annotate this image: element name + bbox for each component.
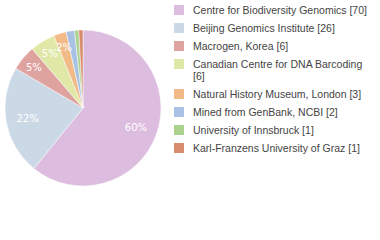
data-label: 2% bbox=[56, 42, 72, 53]
data-label: 60% bbox=[125, 122, 147, 133]
chart: 60%22%5%5%2%Centre for Biodiversity Geno… bbox=[0, 0, 380, 240]
legend-line: [6] bbox=[193, 70, 205, 82]
data-label: 5% bbox=[26, 62, 42, 73]
legend-label: Mined from GenBank, NCBI [2] bbox=[193, 106, 338, 118]
data-labels: 60%22%5%5%2% bbox=[17, 42, 147, 133]
legend-swatch bbox=[174, 125, 184, 135]
legend-line: Canadian Centre for DNA Barcoding bbox=[193, 58, 362, 70]
legend-label: Beijing Genomics Institute [26] bbox=[193, 22, 335, 34]
legend-line: Centre for Biodiversity Genomics [70] bbox=[193, 4, 367, 16]
legend-label: University of Innsbruck [1] bbox=[193, 124, 314, 136]
legend-swatch bbox=[174, 5, 184, 15]
legend-swatch bbox=[174, 41, 184, 51]
legend-line: University of Innsbruck [1] bbox=[193, 124, 314, 136]
pie bbox=[5, 30, 161, 186]
pie-slice bbox=[79, 30, 83, 108]
legend-swatch bbox=[174, 59, 184, 69]
legend-label: Karl-Franzens University of Graz [1] bbox=[193, 142, 360, 154]
legend-label: Natural History Museum, London [3] bbox=[193, 88, 361, 100]
legend-swatch bbox=[174, 23, 184, 33]
legend-line: Mined from GenBank, NCBI [2] bbox=[193, 106, 338, 118]
legend-swatch bbox=[174, 143, 184, 153]
legend-line: Macrogen, Korea [6] bbox=[193, 40, 288, 52]
legend-label: Centre for Biodiversity Genomics [70] bbox=[193, 4, 367, 16]
legend-label: Canadian Centre for DNA Barcoding[6] bbox=[193, 58, 362, 82]
legend-line: Beijing Genomics Institute [26] bbox=[193, 22, 335, 34]
data-label: 22% bbox=[17, 113, 39, 124]
legend-swatch bbox=[174, 89, 184, 99]
legend-line: Natural History Museum, London [3] bbox=[193, 88, 361, 100]
legend: Centre for Biodiversity Genomics [70] Bei… bbox=[174, 4, 367, 154]
legend-swatch bbox=[174, 107, 184, 117]
pie-slice bbox=[74, 30, 83, 108]
legend-label: Macrogen, Korea [6] bbox=[193, 40, 288, 52]
legend-line: Karl-Franzens University of Graz [1] bbox=[193, 142, 360, 154]
